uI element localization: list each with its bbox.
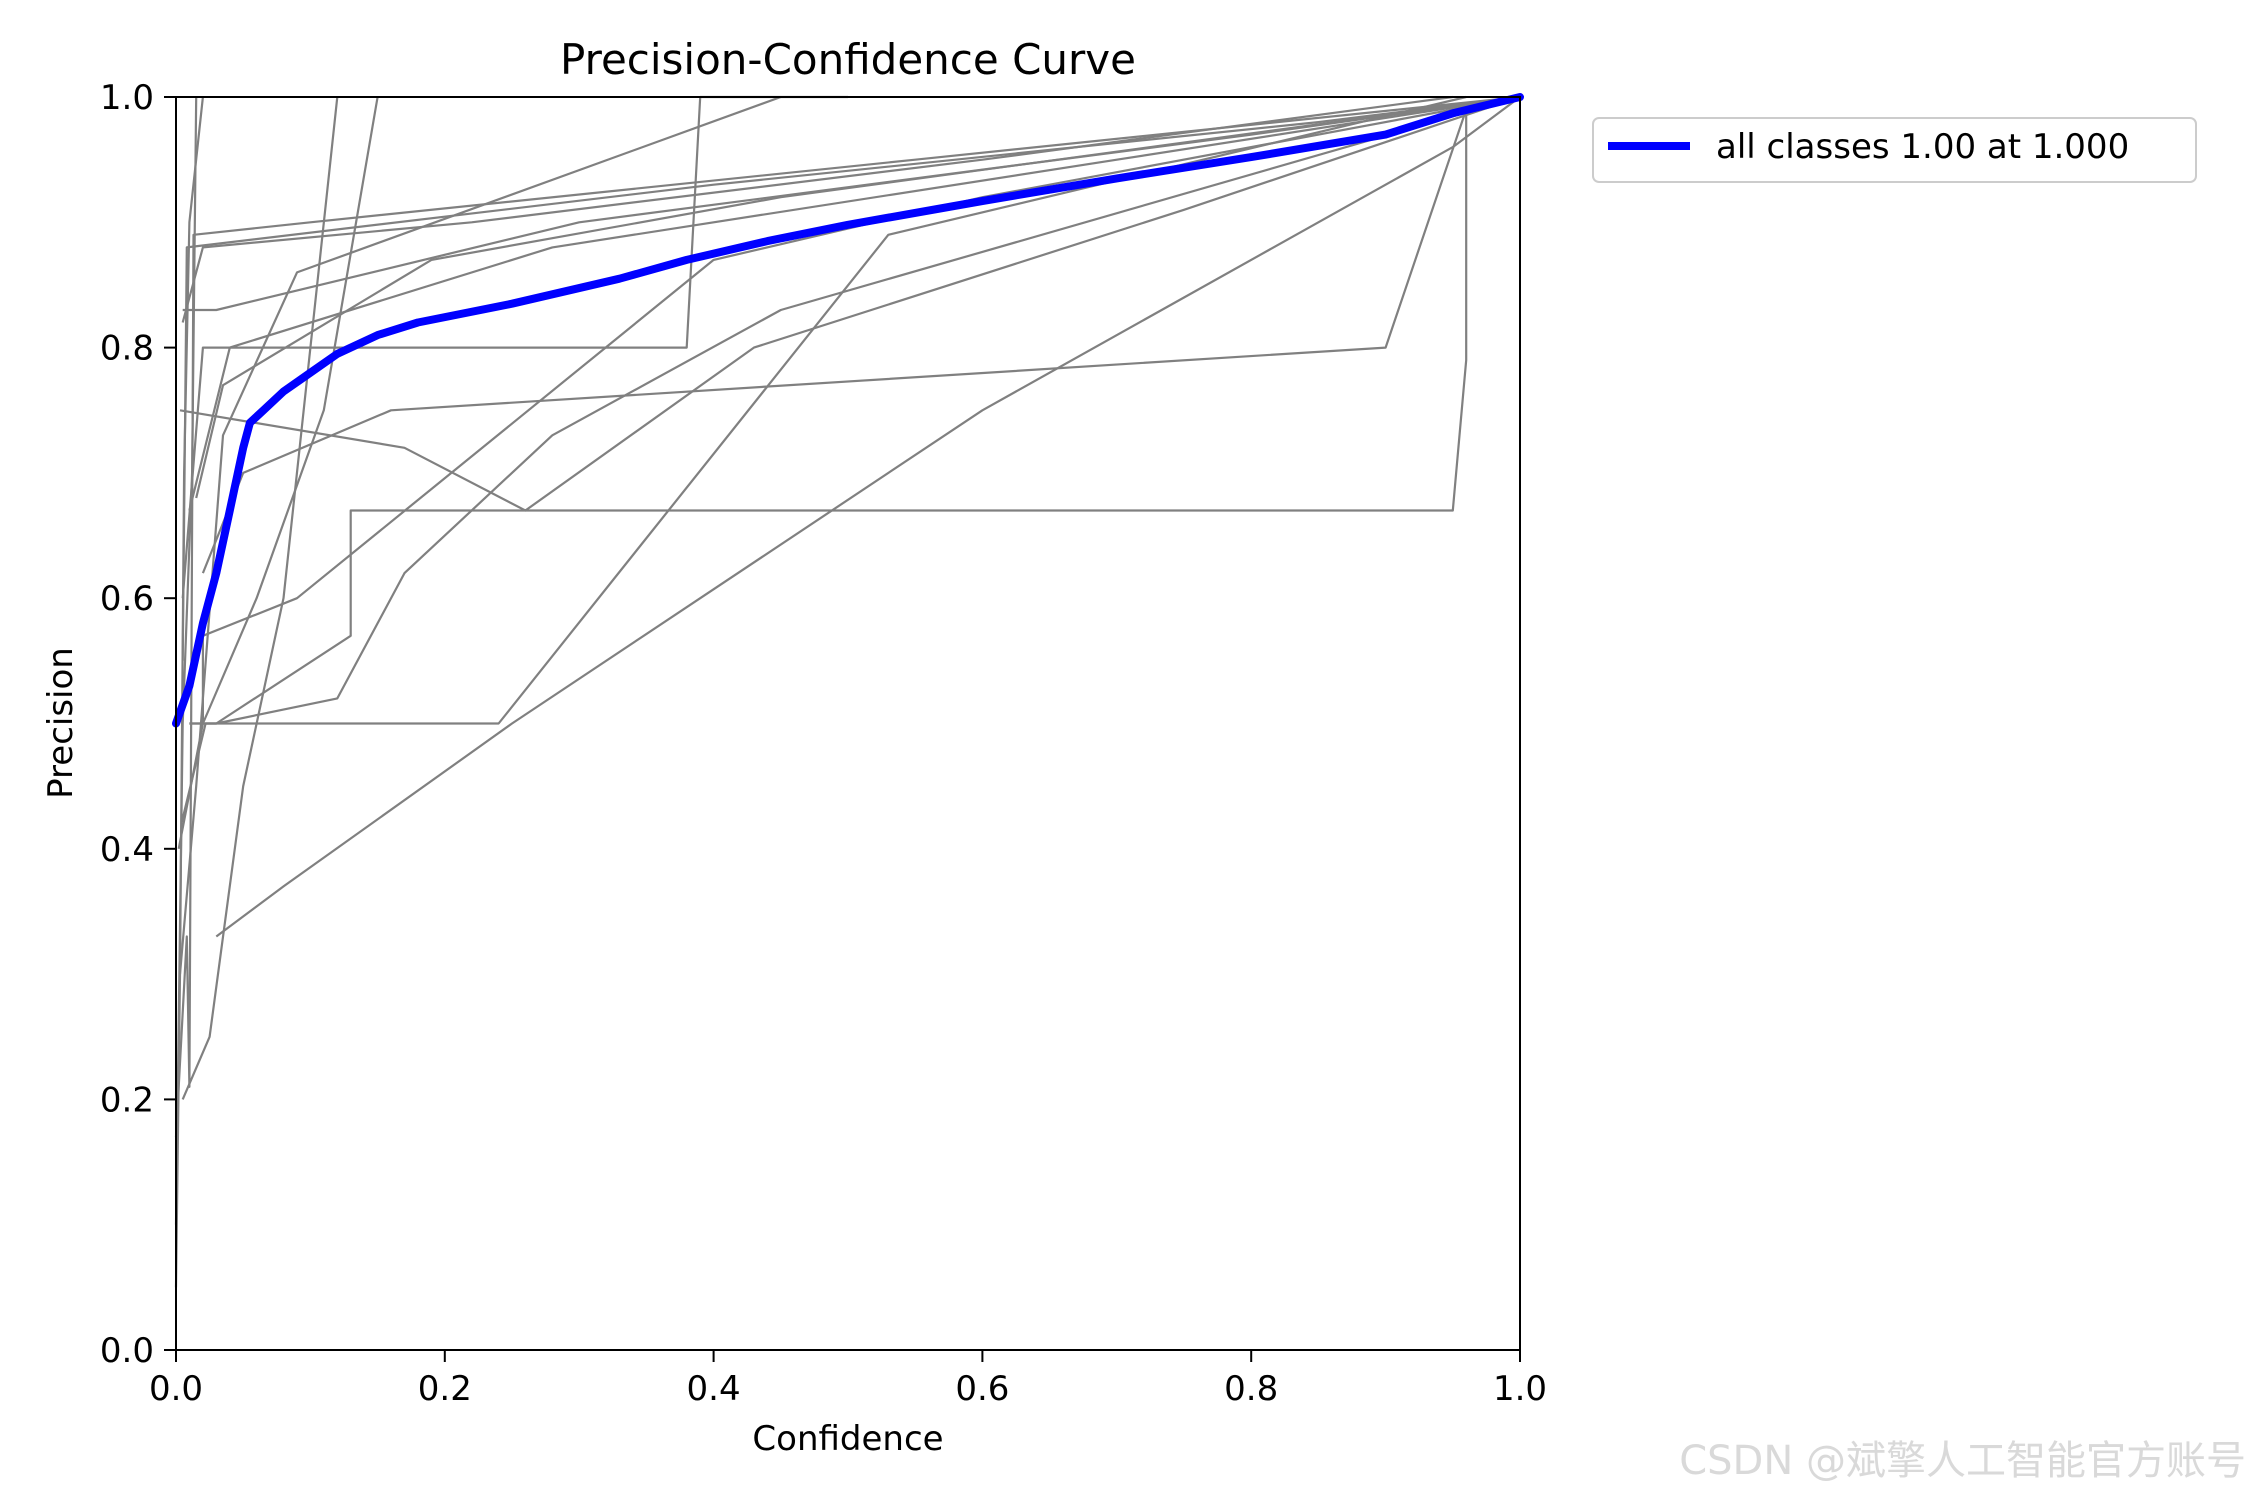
chart-title: Precision-Confidence Curve — [560, 35, 1136, 84]
class-curve-12 — [181, 95, 1453, 323]
class-curve-14 — [181, 95, 1521, 661]
x-tick-label: 0.4 — [687, 1369, 741, 1409]
y-axis: 0.0 0.2 0.4 0.6 0.8 1.0 — [100, 78, 176, 1371]
x-axis: 0.0 0.2 0.4 0.6 0.8 1.0 — [149, 1350, 1547, 1409]
y-tick-label: 0.4 — [100, 830, 154, 870]
x-tick-label: 1.0 — [1493, 1369, 1547, 1409]
y-tick-label: 0.0 — [100, 1331, 154, 1371]
class-curve-8 — [189, 95, 1521, 725]
main-curve-group — [172, 93, 1524, 728]
class-curve-16 — [195, 95, 1521, 499]
plot-frame — [175, 96, 1521, 1351]
watermark: CSDN @斌擎人工智能官方账号 — [1679, 1438, 2246, 1484]
all-classes-curve — [172, 93, 1524, 728]
x-tick-label: 0.8 — [1224, 1369, 1278, 1409]
legend-label: all classes 1.00 at 1.000 — [1716, 127, 2129, 167]
class-curve-11 — [179, 95, 1521, 512]
class-curve-3 — [174, 95, 1521, 1138]
class-curve-6 — [178, 95, 782, 975]
y-tick-label: 0.6 — [100, 579, 154, 619]
legend: all classes 1.00 at 1.000 — [1592, 117, 2197, 183]
class-curve-18 — [215, 96, 1521, 938]
class-curve-15 — [188, 95, 1521, 511]
class-curves — [174, 95, 1521, 1288]
class-curve-19 — [202, 95, 1521, 725]
x-tick-label: 0.6 — [955, 1369, 1009, 1409]
y-tick-label: 1.0 — [100, 78, 154, 118]
class-curve-7 — [180, 95, 1467, 824]
legend-box — [1592, 117, 2197, 183]
x-axis-label: Confidence — [752, 1419, 943, 1459]
class-curve-4 — [177, 96, 379, 850]
x-tick-label: 0.2 — [418, 1369, 472, 1409]
y-tick-label: 0.8 — [100, 329, 154, 369]
y-axis-label: Precision — [41, 647, 81, 799]
y-tick-label: 0.2 — [100, 1080, 154, 1120]
x-tick-label: 0.0 — [149, 1369, 203, 1409]
